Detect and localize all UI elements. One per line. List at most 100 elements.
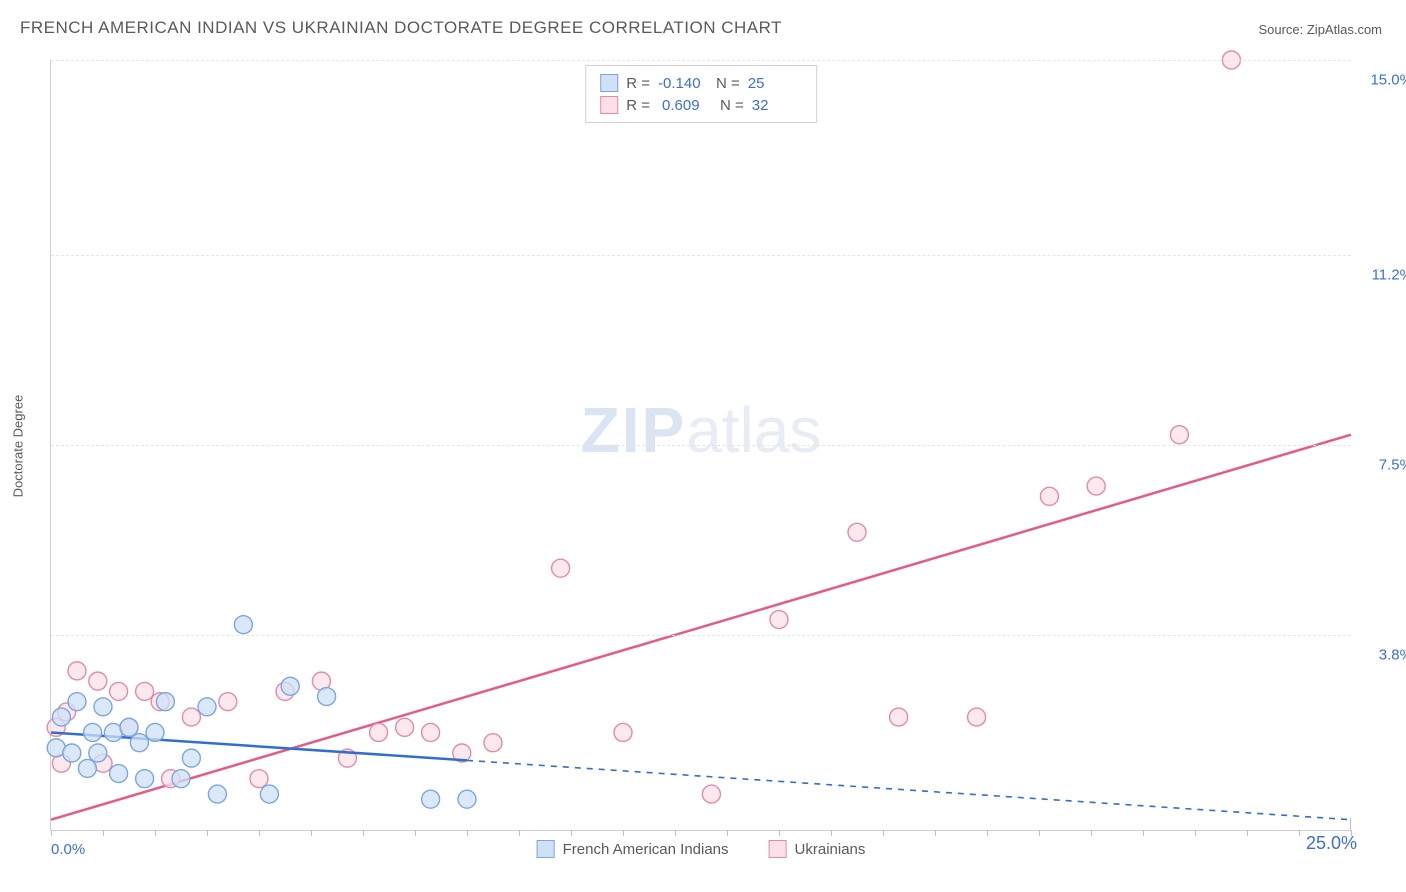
- chart-title: FRENCH AMERICAN INDIAN VS UKRAINIAN DOCT…: [20, 18, 782, 38]
- y-tick-label: 11.2%: [1372, 267, 1406, 284]
- swatch-pink-legend: [769, 840, 787, 858]
- stat-n-label: N =: [716, 75, 740, 92]
- x-tick: [779, 830, 780, 836]
- x-tick: [467, 830, 468, 836]
- x-tick: [259, 830, 260, 836]
- data-point: [84, 723, 102, 741]
- x-tick: [1091, 830, 1092, 836]
- data-point: [484, 734, 502, 752]
- swatch-pink: [600, 96, 618, 114]
- data-point: [208, 785, 226, 803]
- data-point: [250, 770, 268, 788]
- source-attribution: Source: ZipAtlas.com: [1258, 22, 1382, 37]
- data-point: [234, 616, 252, 634]
- data-point: [422, 790, 440, 808]
- data-point: [281, 677, 299, 695]
- data-point: [422, 723, 440, 741]
- gridline: [51, 255, 1351, 256]
- stat-row-pink: R = 0.609 N = 32: [600, 94, 802, 116]
- x-tick: [987, 830, 988, 836]
- data-point: [68, 662, 86, 680]
- x-tick: [207, 830, 208, 836]
- data-point: [89, 744, 107, 762]
- data-point: [219, 693, 237, 711]
- legend-item-blue: French American Indians: [537, 840, 729, 858]
- right-axis-tick: [1350, 818, 1351, 830]
- stat-r-pink: 0.609: [662, 97, 712, 114]
- stat-n-label-2: N =: [720, 97, 744, 114]
- gridline: [51, 445, 1351, 446]
- stat-row-blue: R = -0.140 N = 25: [600, 72, 802, 94]
- plot-area: ZIPatlas R = -0.140 N = 25 R = 0.609 N =…: [50, 60, 1351, 831]
- x-tick: [675, 830, 676, 836]
- y-tick-label: 15.0%: [1370, 72, 1406, 89]
- data-point: [182, 749, 200, 767]
- data-point: [94, 698, 112, 716]
- data-point: [89, 672, 107, 690]
- data-point: [198, 698, 216, 716]
- stat-r-label: R =: [626, 75, 650, 92]
- x-tick: [1195, 830, 1196, 836]
- x-tick: [103, 830, 104, 836]
- data-point: [120, 718, 138, 736]
- data-point: [52, 708, 70, 726]
- data-point: [890, 708, 908, 726]
- stat-r-label-2: R =: [626, 97, 650, 114]
- x-tick: [1351, 830, 1352, 836]
- data-point: [702, 785, 720, 803]
- x-tick: [51, 830, 52, 836]
- data-point: [968, 708, 986, 726]
- data-point: [136, 770, 154, 788]
- regression-line-dashed: [467, 760, 1351, 819]
- data-point: [146, 723, 164, 741]
- gridline: [51, 635, 1351, 636]
- y-axis-label: Doctorate Degree: [11, 395, 26, 498]
- data-point: [110, 682, 128, 700]
- data-point: [260, 785, 278, 803]
- x-tick: [1143, 830, 1144, 836]
- data-point: [182, 708, 200, 726]
- stat-r-blue: -0.140: [658, 75, 708, 92]
- stat-box: R = -0.140 N = 25 R = 0.609 N = 32: [585, 65, 817, 123]
- data-point: [1170, 426, 1188, 444]
- y-tick-label: 7.5%: [1379, 457, 1406, 474]
- legend-label-pink: Ukrainians: [795, 841, 866, 858]
- data-point: [110, 765, 128, 783]
- data-point: [78, 759, 96, 777]
- x-tick: [415, 830, 416, 836]
- data-point: [1040, 487, 1058, 505]
- y-tick-label: 3.8%: [1379, 646, 1406, 663]
- data-point: [318, 688, 336, 706]
- x-axis-min-label: 0.0%: [51, 841, 85, 858]
- stat-n-pink: 32: [752, 97, 802, 114]
- x-tick: [1247, 830, 1248, 836]
- x-tick: [155, 830, 156, 836]
- data-point: [1087, 477, 1105, 495]
- data-point: [770, 611, 788, 629]
- x-tick: [1039, 830, 1040, 836]
- x-tick: [727, 830, 728, 836]
- swatch-blue: [600, 74, 618, 92]
- data-point: [614, 723, 632, 741]
- data-point: [370, 723, 388, 741]
- x-axis-max-label: 25.0%: [1306, 833, 1357, 854]
- x-tick: [831, 830, 832, 836]
- chart-container: FRENCH AMERICAN INDIAN VS UKRAINIAN DOCT…: [0, 0, 1406, 892]
- data-point: [136, 682, 154, 700]
- swatch-blue-legend: [537, 840, 555, 858]
- x-tick: [623, 830, 624, 836]
- data-point: [172, 770, 190, 788]
- bottom-legend: French American Indians Ukrainians: [537, 840, 866, 858]
- x-tick: [1299, 830, 1300, 836]
- data-point: [396, 718, 414, 736]
- data-point: [130, 734, 148, 752]
- data-point: [156, 693, 174, 711]
- stat-n-blue: 25: [748, 75, 798, 92]
- x-tick: [571, 830, 572, 836]
- x-tick: [519, 830, 520, 836]
- data-point: [458, 790, 476, 808]
- data-point: [63, 744, 81, 762]
- x-tick: [883, 830, 884, 836]
- x-tick: [935, 830, 936, 836]
- data-point: [68, 693, 86, 711]
